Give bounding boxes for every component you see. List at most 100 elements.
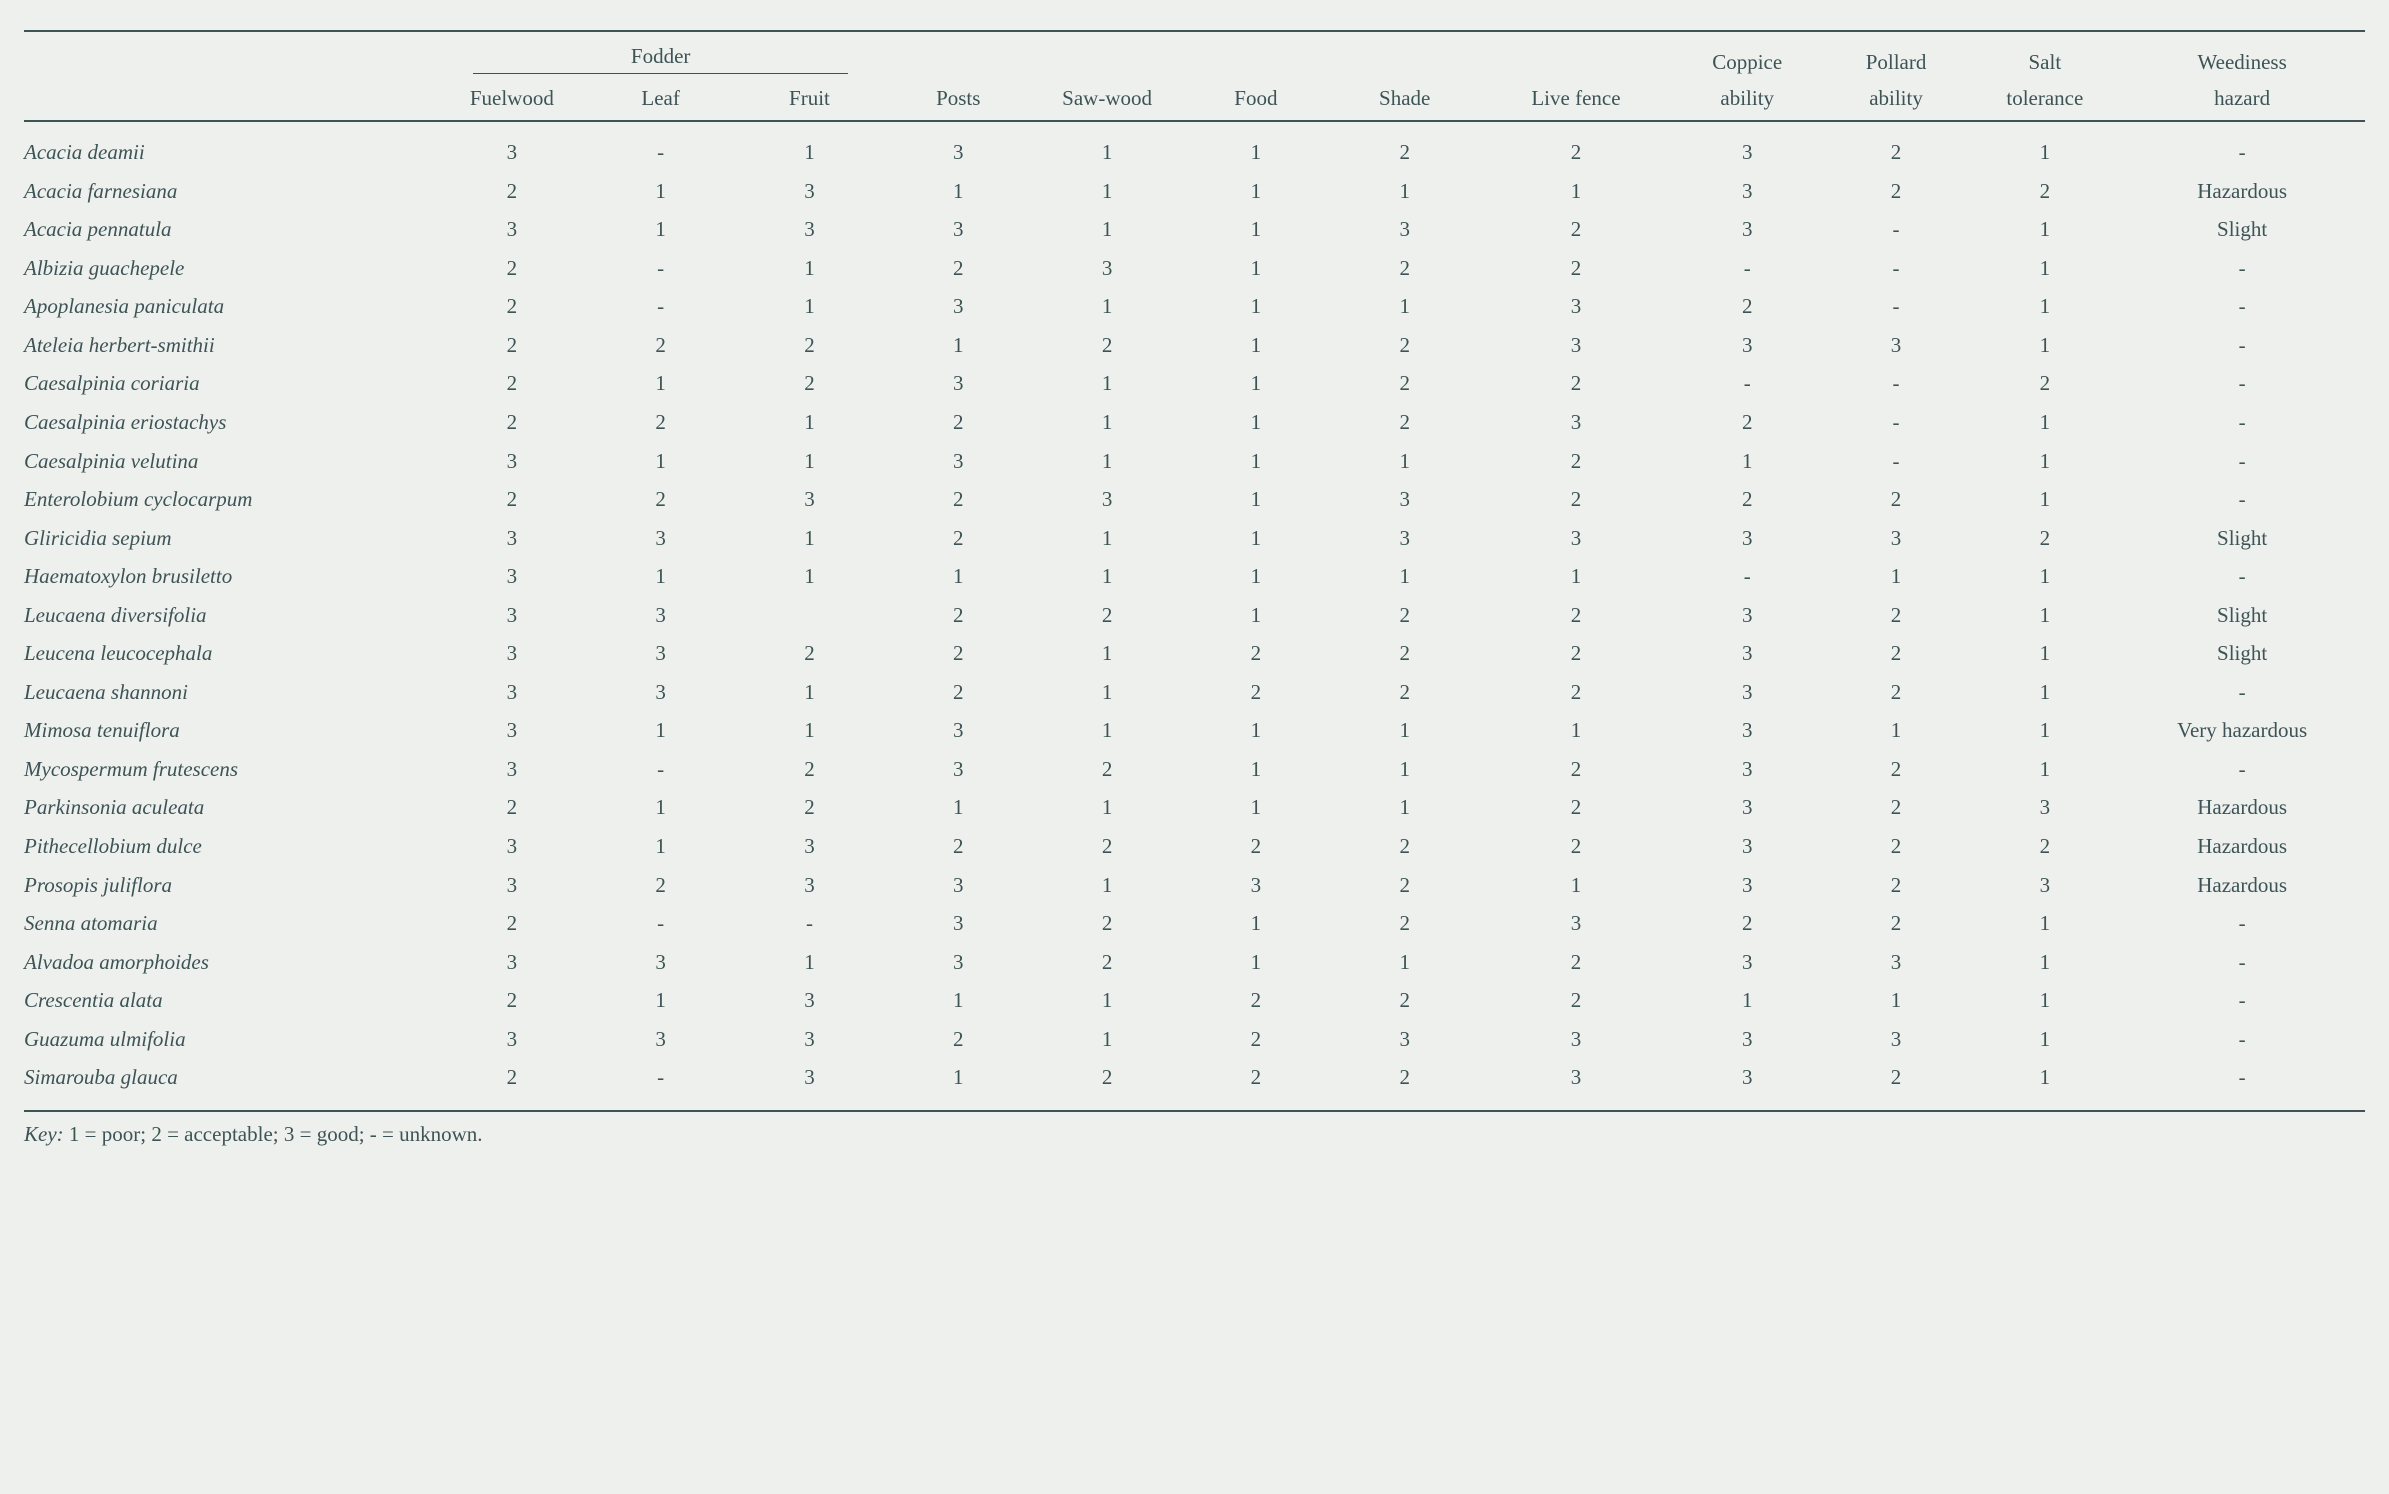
cell-value: 1	[1033, 287, 1182, 326]
cell-value: 3	[1673, 788, 1822, 827]
table-row: Senna atomaria2--32123221-	[24, 904, 2365, 943]
cell-value: 1	[735, 121, 884, 172]
key-label: Key:	[24, 1122, 64, 1146]
cell-value: 3	[437, 750, 586, 789]
cell-value: 3	[884, 750, 1033, 789]
cell-value: 1	[1970, 326, 2119, 365]
cell-value: 2	[1479, 788, 1673, 827]
cell-value: -	[1822, 287, 1971, 326]
cell-value: -	[1822, 249, 1971, 288]
cell-value: 1	[1970, 1058, 2119, 1111]
cell-value: 2	[1181, 634, 1330, 673]
cell-value: 2	[586, 403, 735, 442]
cell-value: 3	[1673, 943, 1822, 982]
header-fuelwood: Fuelwood	[470, 86, 554, 110]
header-shade: Shade	[1379, 86, 1430, 110]
cell-value: 3	[735, 1058, 884, 1111]
cell-value: 1	[1181, 172, 1330, 211]
cell-value: 1	[1181, 904, 1330, 943]
cell-value: 2	[1330, 866, 1479, 905]
cell-value: 1	[884, 981, 1033, 1020]
cell-value: 3	[586, 1020, 735, 1059]
cell-value: 1	[1970, 1020, 2119, 1059]
cell-value: -	[2119, 557, 2365, 596]
cell-value: 2	[1822, 634, 1971, 673]
cell-value: 3	[884, 904, 1033, 943]
header-posts: Posts	[936, 86, 980, 110]
cell-value: 2	[1822, 172, 1971, 211]
cell-value: 2	[1330, 403, 1479, 442]
cell-value: 3	[437, 210, 586, 249]
cell-value: 3	[437, 943, 586, 982]
cell-value: 1	[1970, 711, 2119, 750]
cell-value: Slight	[2119, 519, 2365, 558]
species-name: Apoplanesia paniculata	[24, 287, 437, 326]
cell-value: 3	[437, 866, 586, 905]
species-name: Gliricidia sepium	[24, 519, 437, 558]
cell-value: 3	[586, 596, 735, 635]
cell-value: -	[586, 249, 735, 288]
cell-value: 2	[1479, 210, 1673, 249]
cell-value: 2	[437, 172, 586, 211]
cell-value: 1	[1033, 442, 1182, 481]
cell-value: 3	[884, 121, 1033, 172]
cell-value: 1	[1181, 249, 1330, 288]
cell-value: 1	[1970, 480, 2119, 519]
cell-value: 3	[884, 287, 1033, 326]
cell-value: 3	[1033, 480, 1182, 519]
cell-value: -	[2119, 750, 2365, 789]
species-name: Caesalpinia coriaria	[24, 364, 437, 403]
cell-value: 3	[1970, 866, 2119, 905]
cell-value: 2	[1330, 673, 1479, 712]
cell-value: 3	[1673, 519, 1822, 558]
cell-value: -	[586, 750, 735, 789]
table-row: Caesalpinia coriaria21231122--2-	[24, 364, 2365, 403]
cell-value: 1	[1330, 557, 1479, 596]
cell-value: 1	[1033, 634, 1182, 673]
table-header: Fodder Coppice Pollard Salt Weediness Fu…	[24, 31, 2365, 121]
cell-value: 2	[437, 326, 586, 365]
cell-value: 1	[884, 557, 1033, 596]
header-fruit: Fruit	[789, 86, 830, 110]
cell-value: 1	[1822, 711, 1971, 750]
cell-value: 3	[884, 943, 1033, 982]
cell-value: 3	[735, 981, 884, 1020]
cell-value: 2	[1970, 172, 2119, 211]
cell-value: -	[1822, 364, 1971, 403]
cell-value: 1	[586, 172, 735, 211]
cell-value: 1	[735, 519, 884, 558]
cell-value: 2	[1479, 634, 1673, 673]
cell-value: 2	[437, 480, 586, 519]
cell-value: 1	[1479, 866, 1673, 905]
cell-value: 1	[735, 249, 884, 288]
cell-value: 2	[1330, 981, 1479, 1020]
cell-value: 1	[884, 788, 1033, 827]
cell-value: 1	[1970, 403, 2119, 442]
table-row: Leucaena shannoni33121222321-	[24, 673, 2365, 712]
cell-value: 2	[1822, 866, 1971, 905]
cell-value: 1	[1330, 287, 1479, 326]
cell-value: 2	[437, 904, 586, 943]
table-body: Acacia deamii3-131122321-Acacia farnesia…	[24, 121, 2365, 1111]
cell-value: 2	[1822, 827, 1971, 866]
cell-value: 2	[1330, 364, 1479, 403]
species-name: Pithecellobium dulce	[24, 827, 437, 866]
cell-value: 2	[1181, 981, 1330, 1020]
cell-value: 2	[884, 673, 1033, 712]
cell-value: -	[1673, 249, 1822, 288]
cell-value: 3	[437, 596, 586, 635]
cell-value: 1	[884, 326, 1033, 365]
cell-value: 1	[1822, 557, 1971, 596]
cell-value: 2	[1330, 249, 1479, 288]
cell-value: -	[2119, 326, 2365, 365]
cell-value: 2	[1181, 1020, 1330, 1059]
cell-value: 3	[437, 442, 586, 481]
cell-value: 1	[1970, 673, 2119, 712]
cell-value: 1	[1970, 596, 2119, 635]
cell-value: 1	[1970, 634, 2119, 673]
table-row: Mimosa tenuiflora31131111311Very hazardo…	[24, 711, 2365, 750]
cell-value: 3	[437, 673, 586, 712]
cell-value: Very hazardous	[2119, 711, 2365, 750]
cell-value: 1	[1330, 442, 1479, 481]
cell-value: 2	[1673, 403, 1822, 442]
